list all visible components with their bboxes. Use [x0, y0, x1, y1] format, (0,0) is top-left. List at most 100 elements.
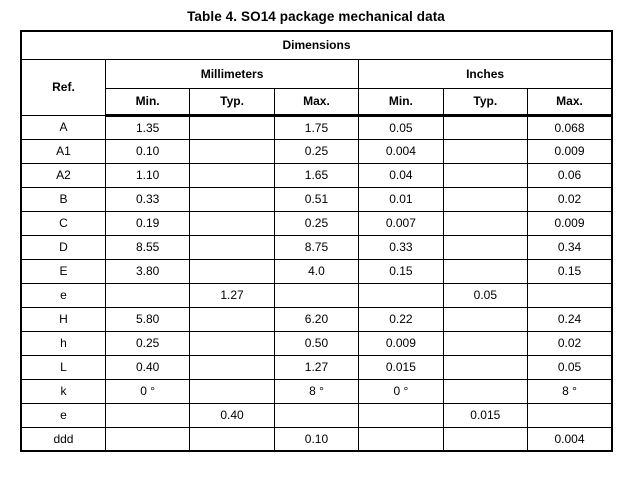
- ref-cell: h: [20, 330, 106, 356]
- ref-cell: H: [20, 306, 106, 332]
- col-header-mm-max: Max.: [273, 87, 360, 117]
- ref-cell: e: [20, 282, 106, 308]
- value-cell: 0.05: [358, 114, 444, 140]
- value-cell: [442, 378, 529, 404]
- ref-cell: D: [20, 234, 106, 260]
- dimensions-header-row: Dimensions: [20, 30, 613, 60]
- ref-cell: ddd: [20, 426, 106, 452]
- value-cell: 0.004: [358, 138, 444, 164]
- value-cell: 0.009: [358, 330, 444, 356]
- ref-cell: C: [20, 210, 106, 236]
- table-row: e 1.27 0.05: [20, 282, 613, 308]
- ref-cell: L: [20, 354, 106, 380]
- value-cell: [104, 282, 191, 308]
- table-row: e 0.40 0.015: [20, 402, 613, 428]
- value-cell: [442, 258, 529, 284]
- value-cell: [189, 330, 275, 356]
- value-cell: [442, 210, 529, 236]
- value-cell: 0.05: [442, 282, 529, 308]
- value-cell: [442, 330, 529, 356]
- value-cell: [442, 162, 529, 188]
- value-cell: 8 °: [527, 378, 613, 404]
- value-cell: [442, 234, 529, 260]
- value-cell: 4.0: [273, 258, 360, 284]
- col-header-mm-min: Min.: [104, 87, 191, 117]
- subheaders-row: Min. Typ. Max. Min. Typ. Max.: [21, 87, 613, 117]
- value-cell: [189, 210, 275, 236]
- ref-cell: k: [20, 378, 106, 404]
- value-cell: [189, 186, 275, 212]
- col-header-mm-typ: Typ.: [189, 87, 275, 117]
- table-row: H 5.80 6.20 0.22 0.24: [20, 306, 613, 332]
- value-cell: 0.33: [104, 186, 191, 212]
- value-cell: 0.007: [358, 210, 444, 236]
- value-cell: 0 °: [358, 378, 444, 404]
- table-row: A2 1.10 1.65 0.04 0.06: [20, 162, 613, 188]
- value-cell: 5.80: [104, 306, 191, 332]
- ref-cell: B: [20, 186, 106, 212]
- value-cell: 0.51: [273, 186, 360, 212]
- dimensions-header: Dimensions: [20, 30, 613, 60]
- units-header-row: Ref. Millimeters Inches: [20, 58, 613, 116]
- value-cell: 1.27: [189, 282, 275, 308]
- table-row: h 0.25 0.50 0.009 0.02: [20, 330, 613, 356]
- value-cell: [189, 234, 275, 260]
- value-cell: [189, 162, 275, 188]
- value-cell: 0.068: [527, 114, 613, 140]
- table-body: A 1.35 1.75 0.05 0.068 A1 0.10 0.25 0.00…: [20, 114, 613, 452]
- value-cell: [442, 426, 529, 452]
- value-cell: 0.25: [273, 138, 360, 164]
- value-cell: [104, 402, 191, 428]
- ref-cell: E: [20, 258, 106, 284]
- table-row: E 3.80 4.0 0.15 0.15: [20, 258, 613, 284]
- value-cell: [189, 258, 275, 284]
- ref-cell: A: [20, 114, 106, 140]
- table-header: Dimensions Ref. Millimeters Inches Min. …: [20, 30, 613, 117]
- value-cell: 8.75: [273, 234, 360, 260]
- value-cell: 0.34: [527, 234, 613, 260]
- value-cell: 0.015: [442, 402, 529, 428]
- value-cell: 0.15: [527, 258, 613, 284]
- value-cell: 0.22: [358, 306, 444, 332]
- value-cell: 0.10: [104, 138, 191, 164]
- inches-header: Inches: [358, 58, 613, 89]
- value-cell: 0.19: [104, 210, 191, 236]
- value-cell: 8.55: [104, 234, 191, 260]
- value-cell: 1.27: [273, 354, 360, 380]
- value-cell: 0.40: [189, 402, 275, 428]
- ref-cell: e: [20, 402, 106, 428]
- value-cell: 0.05: [527, 354, 613, 380]
- value-cell: 0.01: [358, 186, 444, 212]
- ref-cell: A2: [20, 162, 106, 188]
- value-cell: [104, 426, 191, 452]
- value-cell: 0.33: [358, 234, 444, 260]
- col-header-in-max: Max.: [527, 87, 613, 117]
- table-row: k 0 ° 8 ° 0 ° 8 °: [20, 378, 613, 404]
- ref-cell: A1: [20, 138, 106, 164]
- value-cell: [358, 282, 444, 308]
- value-cell: [189, 114, 275, 140]
- value-cell: 0.04: [358, 162, 444, 188]
- value-cell: [189, 426, 275, 452]
- value-cell: [527, 402, 613, 428]
- value-cell: [358, 426, 444, 452]
- value-cell: [442, 186, 529, 212]
- value-cell: 0.004: [527, 426, 613, 452]
- value-cell: 6.20: [273, 306, 360, 332]
- value-cell: 0.06: [527, 162, 613, 188]
- col-header-in-min: Min.: [358, 87, 444, 117]
- value-cell: [189, 354, 275, 380]
- table-row: C 0.19 0.25 0.007 0.009: [20, 210, 613, 236]
- ref-header: Ref.: [20, 58, 106, 116]
- value-cell: [273, 282, 360, 308]
- mechanical-data-table: Dimensions Ref. Millimeters Inches Min. …: [20, 30, 613, 452]
- value-cell: [442, 114, 529, 140]
- table-row: L 0.40 1.27 0.015 0.05: [20, 354, 613, 380]
- value-cell: 0.02: [527, 330, 613, 356]
- table-row: A1 0.10 0.25 0.004 0.009: [20, 138, 613, 164]
- table-row: ddd 0.10 0.004: [20, 426, 613, 452]
- value-cell: 0 °: [104, 378, 191, 404]
- value-cell: [442, 306, 529, 332]
- value-cell: 0.40: [104, 354, 191, 380]
- value-cell: 0.25: [273, 210, 360, 236]
